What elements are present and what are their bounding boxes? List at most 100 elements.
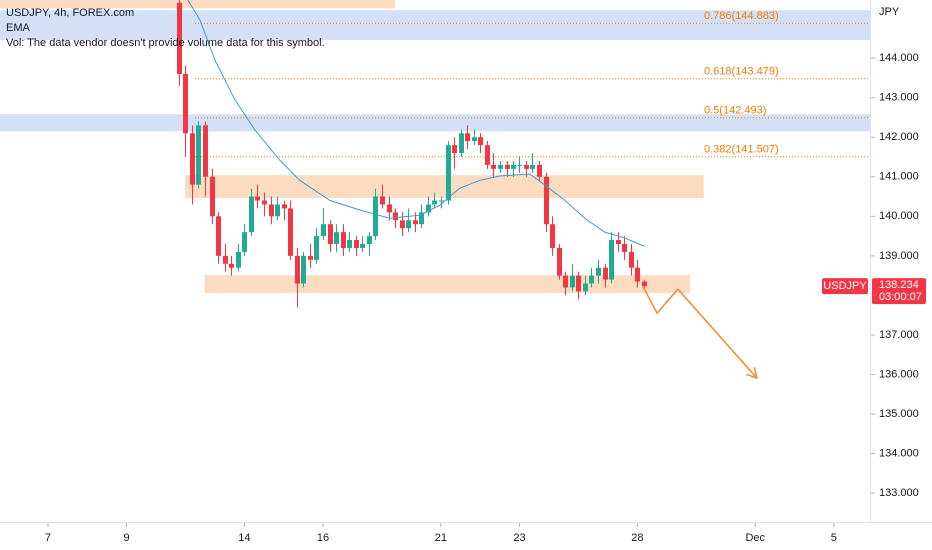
candle-body xyxy=(255,196,260,201)
candle-body xyxy=(505,164,510,169)
candle-body xyxy=(511,164,516,169)
candle-body xyxy=(203,125,208,177)
candle-body xyxy=(629,251,634,268)
y-tick-label: 135.000 xyxy=(879,408,919,420)
candle-body xyxy=(472,137,477,142)
candle-body xyxy=(563,275,568,288)
candle-body xyxy=(557,247,562,276)
candle-body xyxy=(275,204,280,217)
candle-body xyxy=(446,145,451,201)
candle-body xyxy=(236,251,241,268)
candle-body xyxy=(439,200,444,202)
volume-note: Vol: The data vendor doesn't provide vol… xyxy=(6,37,325,49)
candle-body xyxy=(432,200,437,205)
fib-label: 0.618(143.479) xyxy=(704,66,779,78)
currency-unit: JPY xyxy=(879,6,900,18)
candle-body xyxy=(406,220,411,229)
candle-body xyxy=(196,125,201,185)
candle-body xyxy=(373,196,378,237)
candle-body xyxy=(622,243,627,252)
candle-body xyxy=(380,196,385,205)
candle-body xyxy=(596,267,601,276)
x-tick-label: 7 xyxy=(45,532,51,544)
symbol-tag xyxy=(822,278,868,295)
candle-body xyxy=(229,263,234,268)
candle-body xyxy=(347,240,352,248)
zones xyxy=(0,0,870,294)
fib-levels: 0.786(144.883) 0.618(143.479) 0.5(142.493)… xyxy=(195,10,870,158)
price-axis-bg xyxy=(871,24,932,522)
zone xyxy=(0,0,395,9)
candle-body xyxy=(249,196,254,233)
y-tick-label: 139.000 xyxy=(879,250,919,262)
axes: 144.000 143.000 142.000 141.000 140.000 139.0… xyxy=(0,24,932,550)
fib-label: 0.5(142.493) xyxy=(704,105,766,117)
y-tick-label: 140.000 xyxy=(879,210,919,222)
candle-body xyxy=(341,232,346,248)
y-tick-label: 142.000 xyxy=(879,131,919,143)
candle-body xyxy=(413,220,418,225)
candle-body xyxy=(328,224,333,244)
x-tick-label: 21 xyxy=(435,532,447,544)
candle-body xyxy=(459,133,464,154)
candle-body xyxy=(517,164,522,166)
price-tag-countdown: 03:00:07 xyxy=(879,291,922,303)
candle-body xyxy=(269,204,274,217)
candle-body xyxy=(177,2,182,74)
candle-body xyxy=(223,255,228,264)
candle-body xyxy=(550,224,555,248)
candle-body xyxy=(367,236,372,244)
candle-body xyxy=(537,164,542,177)
candle-body xyxy=(288,208,293,256)
candle-body xyxy=(570,275,575,288)
indicator-label: EMA xyxy=(6,22,31,34)
x-tick-label: 16 xyxy=(317,532,329,544)
candle-body xyxy=(242,232,247,252)
price-tag-value: 138.234 xyxy=(879,279,919,291)
x-tick-label: 28 xyxy=(631,532,643,544)
candle-body xyxy=(609,240,614,280)
fib-label: 0.382(141.507) xyxy=(704,144,779,156)
price-tag xyxy=(872,278,926,305)
candle-body xyxy=(524,164,529,169)
zone xyxy=(185,175,704,199)
symbol-title: USDJPY, 4h, FOREX.com xyxy=(6,7,134,19)
candle-body xyxy=(295,255,300,284)
candle-body xyxy=(308,255,313,260)
overlay xyxy=(187,0,758,380)
candle-body xyxy=(354,240,359,248)
candle-body xyxy=(360,243,365,248)
candle-body xyxy=(334,232,339,244)
time-axis-bg xyxy=(0,523,932,550)
projection-arrow xyxy=(642,285,758,379)
x-tick-label: Dec xyxy=(745,532,765,544)
y-tick-label: 134.000 xyxy=(879,447,919,459)
y-tick-label: 137.000 xyxy=(879,329,919,341)
candle-body xyxy=(262,200,267,205)
candle-body xyxy=(282,204,287,209)
candle-body xyxy=(544,176,549,225)
y-tick-label: 133.000 xyxy=(879,487,919,499)
x-tick-label: 5 xyxy=(831,532,837,544)
candle-body xyxy=(635,267,640,282)
candle-body xyxy=(183,73,188,134)
candle-body xyxy=(419,212,424,225)
candle-body xyxy=(616,240,621,244)
candle-body xyxy=(190,133,195,185)
candle-body xyxy=(210,176,215,217)
y-tick-label: 143.000 xyxy=(879,92,919,104)
y-tick-label: 136.000 xyxy=(879,368,919,380)
candle-body xyxy=(576,275,581,292)
candle-body xyxy=(498,164,503,169)
candle-body xyxy=(491,164,496,169)
x-tick-label: 9 xyxy=(123,532,129,544)
candle-body xyxy=(393,212,398,221)
symbol-tag-label: USDJPY xyxy=(823,280,867,292)
x-tick-label: 23 xyxy=(513,532,525,544)
ema-line xyxy=(187,0,646,247)
y-tick-label: 144.000 xyxy=(879,52,919,64)
y-tick-label: 141.000 xyxy=(879,171,919,183)
arrow-head xyxy=(746,367,758,380)
